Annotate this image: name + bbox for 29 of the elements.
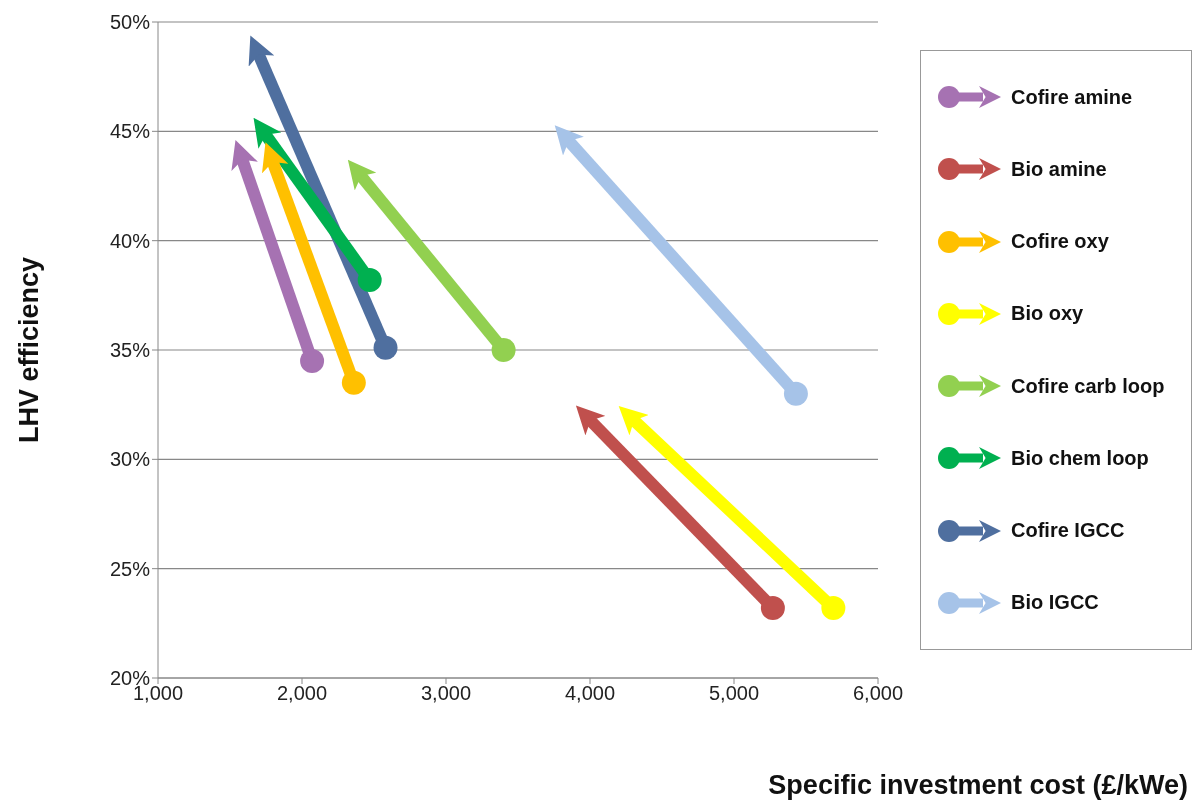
point bbox=[491, 338, 516, 362]
y-tick-label: 30% bbox=[109, 448, 151, 471]
x-axis-title: Specific investment cost (£/kWe) bbox=[767, 770, 1188, 801]
legend-label: Cofire amine bbox=[1011, 85, 1133, 109]
x-tick-label: 5,000 bbox=[708, 682, 760, 705]
point bbox=[341, 370, 366, 395]
legend-label: Bio chem loop bbox=[1011, 446, 1149, 470]
y-tick-label: 25% bbox=[109, 557, 151, 580]
legend-label: Bio IGCC bbox=[1011, 591, 1099, 615]
point bbox=[783, 381, 808, 406]
x-tick-label: 6,000 bbox=[852, 682, 904, 705]
legend-label: Bio amine bbox=[1011, 157, 1107, 181]
y-tick-label: 45% bbox=[109, 120, 151, 143]
y-axis-title: LHV efficiency bbox=[13, 256, 44, 444]
x-tick-label: 4,000 bbox=[564, 682, 616, 705]
legend-label: Cofire carb loop bbox=[1011, 374, 1165, 398]
y-tick-label: 40% bbox=[109, 229, 151, 252]
point bbox=[300, 348, 325, 373]
legend-label: Cofire oxy bbox=[1011, 230, 1109, 254]
point bbox=[760, 596, 785, 621]
point bbox=[373, 335, 398, 360]
legend-label: Bio oxy bbox=[1011, 302, 1084, 326]
y-tick-label: 50% bbox=[109, 11, 151, 34]
x-tick-label: 3,000 bbox=[420, 682, 472, 705]
point bbox=[357, 268, 382, 293]
legend-label: Cofire IGCC bbox=[1011, 519, 1125, 543]
x-tick-label: 2,000 bbox=[276, 682, 328, 705]
point bbox=[821, 596, 846, 621]
y-tick-label: 35% bbox=[109, 339, 151, 362]
